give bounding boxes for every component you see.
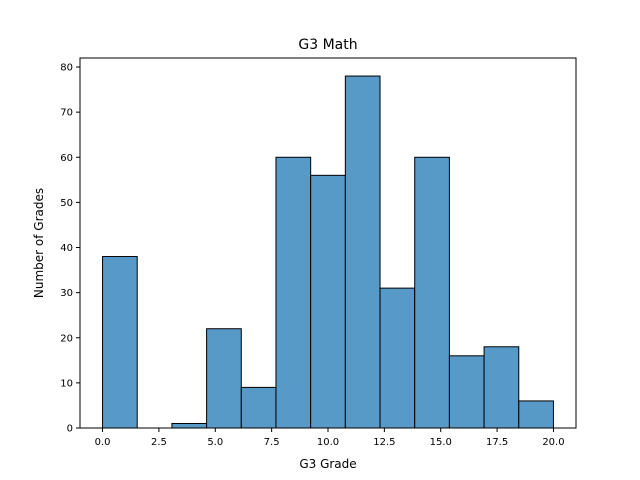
histogram-bar-9 <box>414 156 450 429</box>
x-tick-label: 7.5 <box>264 437 280 448</box>
y-tick-label: 60 <box>60 153 73 164</box>
bars-group <box>102 75 554 429</box>
x-tick-label: 0.0 <box>95 437 111 448</box>
histogram-bar-6 <box>310 174 346 429</box>
x-tick-label: 20.0 <box>542 437 564 448</box>
y-axis-label: Number of Grades <box>32 188 46 298</box>
histogram-bar-0 <box>102 256 138 429</box>
y-tick-label: 80 <box>60 63 73 74</box>
histogram-bar-12 <box>518 400 554 429</box>
x-tick-label: 10.0 <box>317 437 339 448</box>
y-tick-label: 50 <box>60 198 73 209</box>
x-axis-ticks: 0.0 2.5 5.0 7.5 10.0 12.5 15.0 17.5 20.0 <box>95 428 565 448</box>
histogram-bar-2 <box>171 422 208 429</box>
x-tick-label: 12.5 <box>373 437 395 448</box>
histogram-bar-7 <box>344 75 381 429</box>
y-tick-label: 20 <box>60 333 73 344</box>
histogram-bar-11 <box>483 346 520 429</box>
y-tick-label: 10 <box>60 378 73 389</box>
y-axis-ticks: 0 10 20 30 40 50 60 70 80 <box>60 63 80 435</box>
histogram-bar-10 <box>448 355 485 429</box>
histogram-bar-3 <box>206 328 242 429</box>
x-tick-label: 5.0 <box>207 437 223 448</box>
axes-frame <box>79 57 577 429</box>
histogram-bar-4 <box>240 386 277 429</box>
y-tick-label: 70 <box>60 108 73 119</box>
y-tick-label: 40 <box>60 243 73 254</box>
y-tick-label: 30 <box>60 288 73 299</box>
x-tick-label: 15.0 <box>430 437 452 448</box>
y-tick-label: 0 <box>67 424 73 435</box>
x-tick-label: 2.5 <box>151 437 167 448</box>
chart-title: G3 Math <box>298 37 357 53</box>
x-axis-label: G3 Grade <box>299 457 356 471</box>
x-tick-label: 17.5 <box>486 437 508 448</box>
histogram-bar-8 <box>379 287 416 429</box>
histogram-bar-5 <box>275 156 312 429</box>
